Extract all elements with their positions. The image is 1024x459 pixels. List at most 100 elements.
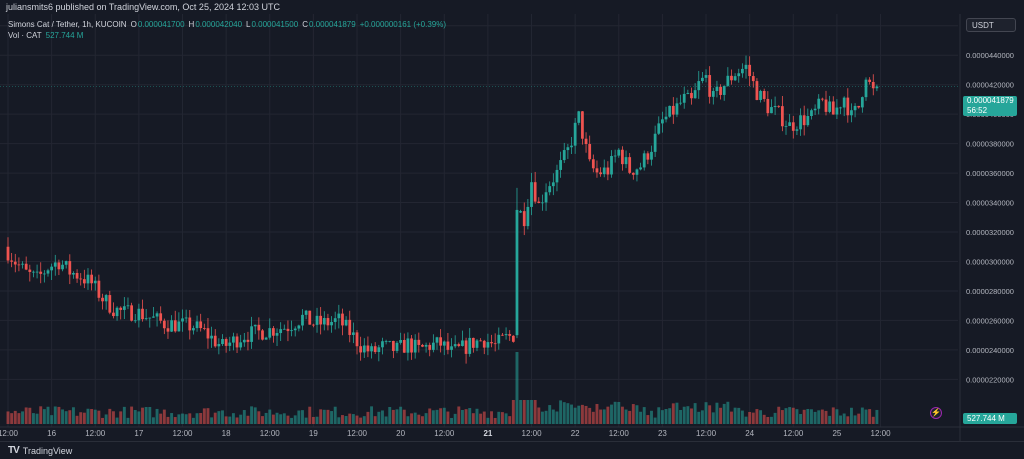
price-chart[interactable]: 0.0000220000 0.0000240000 0.0000260000 0.00… xyxy=(0,14,1024,441)
volume-bar xyxy=(42,409,46,424)
legend-symbol[interactable]: Simons Cat / Tether, 1h, KUCOIN xyxy=(8,20,127,29)
price-tick-label: 0.0000220000 xyxy=(966,375,1014,384)
candle-body xyxy=(570,145,573,148)
candle-body xyxy=(661,119,664,124)
candle-body xyxy=(442,341,446,346)
volume-bar xyxy=(493,417,497,424)
volume-bar xyxy=(777,406,781,424)
legend-high-value: 0.000042040 xyxy=(195,20,243,29)
volume-bar xyxy=(733,407,737,424)
candle-body xyxy=(828,101,832,112)
volume-bar xyxy=(68,410,72,424)
volume-bar xyxy=(871,416,875,424)
volume-bar xyxy=(766,416,770,424)
volume-bar xyxy=(362,416,366,424)
volume-bar xyxy=(82,412,86,424)
legend-volume-row: Vol · CAT 527.744 M xyxy=(8,30,446,41)
candle-body xyxy=(61,264,64,270)
candle-body xyxy=(348,319,352,335)
price-tick-label: 0.0000240000 xyxy=(966,346,1014,355)
candle-body xyxy=(101,297,104,302)
candle-body xyxy=(322,318,326,325)
volume-bar xyxy=(64,411,68,424)
volume-bar xyxy=(144,407,148,424)
candle-body xyxy=(21,263,24,265)
volume-bar xyxy=(10,413,14,424)
candle-body xyxy=(199,321,203,329)
lightning-icon[interactable]: ⚡ xyxy=(930,407,942,419)
time-tick-label: 23 xyxy=(658,429,667,438)
volume-bar xyxy=(813,411,817,424)
candle-body xyxy=(293,328,297,331)
volume-bar xyxy=(391,409,395,424)
volume-bar xyxy=(780,410,784,424)
currency-selector[interactable]: USDT xyxy=(966,18,1016,32)
volume-bar xyxy=(555,411,559,424)
candle-body xyxy=(381,341,384,348)
volume-bar xyxy=(704,402,708,424)
volume-bar xyxy=(573,407,577,424)
volume-bar xyxy=(577,405,581,424)
candle-body xyxy=(799,115,802,130)
price-tick-label: 0.0000360000 xyxy=(966,169,1014,178)
volume-bar xyxy=(402,409,406,424)
volume-bar xyxy=(366,411,370,424)
volume-bar xyxy=(126,417,130,424)
candle-body xyxy=(406,338,410,353)
symbol-legend: Simons Cat / Tether, 1h, KUCOIN O 0.00004… xyxy=(8,19,446,41)
candle-body xyxy=(464,340,468,354)
candle-body xyxy=(479,340,483,342)
volume-bar xyxy=(497,411,501,424)
volume-bar xyxy=(784,408,788,424)
candle-body xyxy=(261,330,264,340)
volume-bar xyxy=(726,401,730,424)
volume-bar xyxy=(97,410,101,424)
volume-bar xyxy=(217,411,221,424)
candle-body xyxy=(839,107,842,109)
volume-bar xyxy=(399,406,403,424)
candle-body xyxy=(384,340,388,342)
candle-body xyxy=(577,111,581,123)
candle-body xyxy=(82,279,86,284)
candle-body xyxy=(239,342,243,348)
candle-body xyxy=(79,278,83,280)
volume-bar xyxy=(831,407,835,424)
candle-body xyxy=(755,81,759,100)
volume-bar xyxy=(544,410,548,424)
candle-body xyxy=(162,320,166,329)
candle-body xyxy=(417,339,421,345)
candle-body xyxy=(606,167,610,175)
volume-bar xyxy=(268,409,272,424)
volume-bar xyxy=(700,410,704,424)
candle-body xyxy=(221,339,224,345)
legend-high-key: H xyxy=(188,20,195,29)
candle-body xyxy=(42,273,46,275)
footer: TV TradingView xyxy=(0,441,1024,459)
time-tick-label: 12:00 xyxy=(871,429,892,438)
volume-bar xyxy=(231,413,235,424)
volume-bar xyxy=(184,414,188,424)
tradingview-logo[interactable]: TV TradingView xyxy=(8,445,72,456)
candle-body xyxy=(711,91,715,97)
candle-body xyxy=(530,182,533,207)
candle-body xyxy=(457,344,461,346)
candle-body xyxy=(671,105,675,115)
volume-bar xyxy=(613,401,617,424)
candle-body xyxy=(864,79,868,98)
candle-body xyxy=(533,182,537,202)
candle-body xyxy=(6,246,10,261)
volume-bar xyxy=(119,411,123,424)
volume-bar xyxy=(653,417,657,424)
volume-bar xyxy=(61,409,64,424)
volume-bar xyxy=(246,415,250,424)
candle-body xyxy=(246,339,250,342)
candle-body xyxy=(501,334,504,336)
price-tick-label: 0.0000440000 xyxy=(966,51,1014,60)
candle-body xyxy=(315,315,319,325)
volume-bar xyxy=(75,415,79,424)
candle-body xyxy=(813,108,817,111)
legend-volume-label[interactable]: Vol · CAT xyxy=(8,31,42,40)
candle-body xyxy=(733,76,737,81)
candle-body xyxy=(431,342,435,350)
candle-body xyxy=(312,324,315,326)
